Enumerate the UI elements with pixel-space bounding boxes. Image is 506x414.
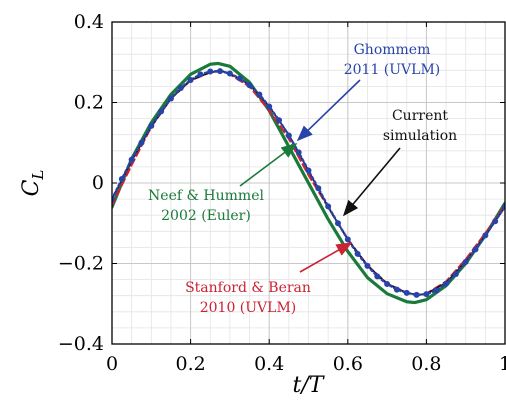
data-point-ghommem-2011-uvlm: [433, 287, 440, 294]
x-tick-label: 0.4: [254, 353, 284, 375]
major-grid: [112, 22, 505, 344]
data-point-ghommem-2011-uvlm: [138, 139, 145, 146]
data-point-ghommem-2011-uvlm: [197, 71, 204, 78]
x-tick-label: 0.6: [333, 353, 363, 375]
annotation-neef-line2: 2002 (Euler): [161, 208, 251, 224]
data-point-ghommem-2011-uvlm: [236, 75, 243, 82]
data-point-ghommem-2011-uvlm: [452, 270, 459, 277]
x-tick-label: 0: [106, 353, 118, 375]
data-point-ghommem-2011-uvlm: [482, 232, 489, 239]
data-point-ghommem-2011-uvlm: [217, 68, 224, 75]
annotation-ghommem-line1: Ghommem: [354, 42, 431, 58]
annotation-stanford-line2: 2010 (UVLM): [200, 300, 297, 316]
annotation-neef-arrow: [239, 143, 298, 187]
annotation-ghommem-line2: 2011 (UVLM): [344, 62, 441, 78]
data-point-ghommem-2011-uvlm: [344, 236, 351, 243]
y-axis-label-main: C: [19, 179, 44, 196]
data-point-ghommem-2011-uvlm: [502, 203, 505, 210]
data-point-ghommem-2011-uvlm: [148, 122, 155, 129]
data-point-ghommem-2011-uvlm: [315, 185, 322, 192]
data-point-ghommem-2011-uvlm: [384, 281, 391, 288]
series-layer: [112, 61, 505, 305]
data-point-ghommem-2011-uvlm: [256, 91, 263, 98]
data-point-ghommem-2011-uvlm: [158, 108, 165, 115]
data-point-ghommem-2011-uvlm: [443, 280, 450, 287]
data-point-ghommem-2011-uvlm: [112, 196, 115, 203]
y-tick-label: 0.2: [74, 92, 104, 114]
data-point-ghommem-2011-uvlm: [492, 218, 499, 225]
data-point-ghommem-2011-uvlm: [118, 175, 125, 182]
annotation-current-line2: simulation: [383, 128, 457, 144]
data-point-ghommem-2011-uvlm: [472, 246, 479, 253]
data-point-ghommem-2011-uvlm: [413, 291, 420, 298]
y-axis-label: CL: [19, 170, 47, 197]
annotation-current-line1: Current: [392, 108, 448, 124]
data-point-ghommem-2011-uvlm: [226, 70, 233, 77]
data-point-ghommem-2011-uvlm: [403, 289, 410, 296]
x-axis-label: t/T: [293, 373, 326, 398]
y-axis-label-sub: L: [29, 170, 47, 181]
data-point-ghommem-2011-uvlm: [462, 258, 469, 265]
data-point-ghommem-2011-uvlm: [207, 68, 214, 75]
annotation-current: Current simulation: [342, 108, 457, 217]
y-tick-label: −0.4: [58, 333, 104, 355]
y-tick-label: 0: [92, 172, 104, 194]
data-point-ghommem-2011-uvlm: [187, 76, 194, 83]
annotation-ghommem-arrow: [296, 79, 361, 142]
svg-text:CL: CL: [19, 170, 47, 197]
y-tick-label: 0.4: [74, 11, 104, 33]
data-point-ghommem-2011-uvlm: [325, 203, 332, 210]
data-point-ghommem-2011-uvlm: [393, 286, 400, 293]
data-point-ghommem-2011-uvlm: [374, 273, 381, 280]
data-point-ghommem-2011-uvlm: [285, 132, 292, 139]
data-point-ghommem-2011-uvlm: [334, 220, 341, 227]
data-point-ghommem-2011-uvlm: [354, 250, 361, 257]
series-line-neef-hummel-2002-euler: [112, 61, 505, 305]
annotation-stanford-line1: Stanford & Beran: [185, 280, 311, 296]
data-point-ghommem-2011-uvlm: [295, 149, 302, 156]
x-tick-labels: 0 0.2 0.4 0.6 0.8 1: [106, 353, 506, 375]
annotation-neef-line1: Neef & Hummel: [148, 188, 264, 204]
annotation-neef: Neef & Hummel 2002 (Euler): [148, 143, 298, 224]
data-point-ghommem-2011-uvlm: [305, 167, 312, 174]
annotation-stanford-arrow: [299, 242, 353, 273]
data-point-ghommem-2011-uvlm: [423, 291, 430, 298]
x-tick-label: 0.2: [175, 353, 205, 375]
data-point-ghommem-2011-uvlm: [364, 262, 371, 269]
tick-marks: [111, 21, 506, 345]
x-tick-label: 0.8: [411, 353, 441, 375]
data-point-ghommem-2011-uvlm: [128, 156, 135, 163]
data-point-ghommem-2011-uvlm: [167, 95, 174, 102]
data-point-ghommem-2011-uvlm: [276, 117, 283, 124]
y-tick-labels: −0.4 −0.2 0 0.2 0.4: [58, 11, 104, 355]
annotation-current-arrow: [342, 147, 401, 217]
y-tick-label: −0.2: [58, 253, 104, 275]
annotation-stanford: Stanford & Beran 2010 (UVLM): [185, 242, 353, 316]
x-tick-label: 1: [499, 353, 506, 375]
annotation-ghommem: Ghommem 2011 (UVLM): [296, 42, 441, 142]
data-point-ghommem-2011-uvlm: [266, 103, 273, 110]
data-point-ghommem-2011-uvlm: [246, 82, 253, 89]
annotations: Ghommem 2011 (UVLM) Current simulation N…: [148, 42, 457, 316]
data-point-ghommem-2011-uvlm: [177, 85, 184, 92]
